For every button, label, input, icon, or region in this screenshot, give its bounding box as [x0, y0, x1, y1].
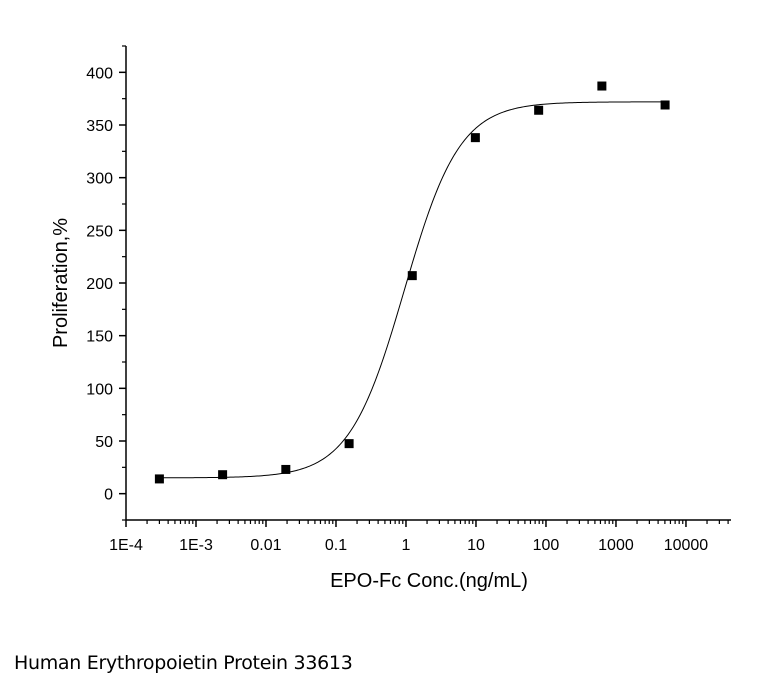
y-tick-label: 100 — [86, 381, 113, 398]
data-point — [154, 474, 164, 484]
y-tick-label: 250 — [86, 223, 113, 240]
figure-caption: Human Erythropoietin Protein 33613 — [14, 652, 353, 674]
data-point — [597, 81, 607, 91]
data-point — [407, 271, 417, 281]
x-tick-label: 1E-3 — [179, 537, 213, 554]
y-tick-label: 200 — [86, 276, 113, 293]
x-tick-label: 1E-4 — [109, 537, 143, 554]
tick-labels: 1E-4 1E-3 0.01 0.1 1 10 100 1000 10000 0 50 100 150 2… — [86, 65, 708, 554]
y-axis-label: Proliferation,% — [50, 218, 72, 348]
y-tick-label: 300 — [86, 171, 113, 188]
y-tick-label: 150 — [86, 329, 113, 346]
x-tick-label: 10 — [467, 537, 485, 554]
y-tick-label: 350 — [86, 118, 113, 135]
x-tick-label: 10000 — [664, 537, 709, 554]
x-tick-label: 100 — [533, 537, 560, 554]
data-points — [154, 81, 670, 484]
x-tick-label: 0.1 — [325, 537, 347, 554]
x-tick-label: 0.01 — [250, 537, 281, 554]
data-point — [344, 439, 354, 449]
fit-curve — [159, 101, 666, 479]
data-point — [218, 470, 228, 480]
x-axis-label: EPO-Fc Conc.(ng/mL) — [330, 570, 528, 592]
y-tick-label: 50 — [95, 434, 113, 451]
x-tick-label: 1000 — [598, 537, 634, 554]
data-point — [534, 105, 544, 115]
axes — [119, 45, 731, 527]
data-point — [281, 464, 291, 474]
x-tick-label: 1 — [402, 537, 411, 554]
y-tick-label: 400 — [86, 65, 113, 82]
y-tick-label: 0 — [104, 487, 113, 504]
data-point — [660, 100, 670, 110]
data-point — [470, 133, 480, 143]
